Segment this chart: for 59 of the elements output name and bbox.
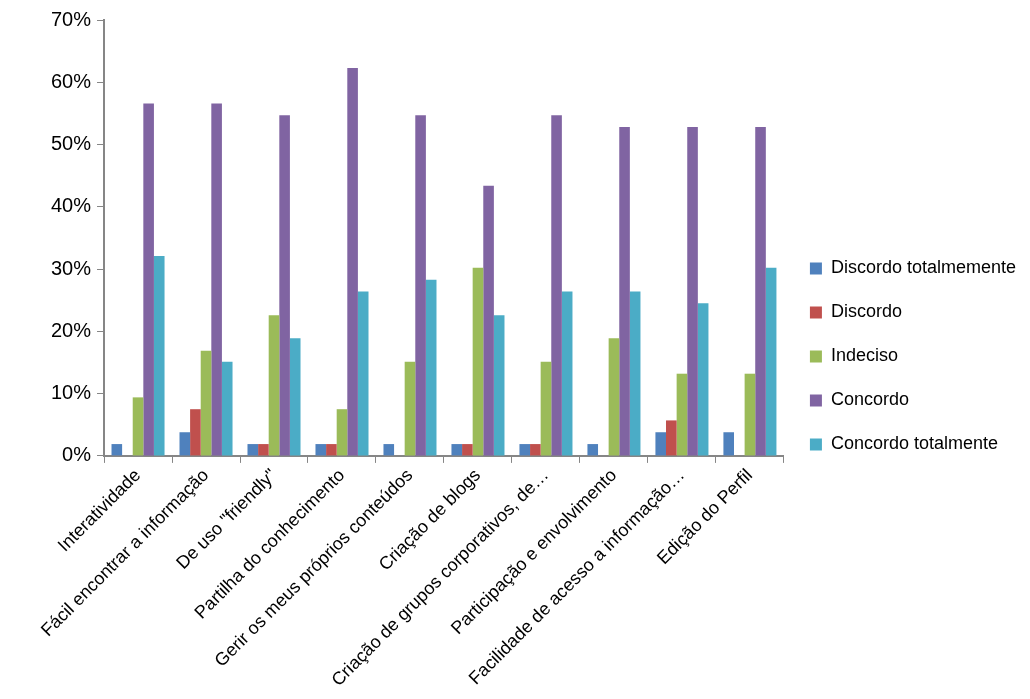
y-tick-label: 60% <box>51 69 92 92</box>
y-tick-label: 20% <box>51 318 92 341</box>
bar <box>247 444 259 456</box>
bar <box>687 127 698 456</box>
bar <box>530 444 541 456</box>
bar <box>211 103 222 456</box>
y-tick-label: 70% <box>51 7 92 30</box>
bar <box>540 361 552 456</box>
legend-label: Concordo totalmente <box>830 433 999 454</box>
bar <box>462 444 473 456</box>
bar <box>723 432 735 456</box>
legend-label: Discordo totalmemente <box>830 257 1017 278</box>
y-tick-label: 50% <box>51 132 92 155</box>
bar <box>551 115 562 456</box>
bar <box>190 409 201 456</box>
bar <box>561 291 573 456</box>
bar <box>111 444 123 456</box>
bar <box>315 444 327 456</box>
bar <box>179 432 191 456</box>
bar <box>472 267 484 456</box>
bar <box>697 303 709 456</box>
bar <box>765 267 777 456</box>
bar <box>357 291 369 456</box>
bar <box>289 338 301 456</box>
bar <box>493 315 505 456</box>
bar <box>619 127 630 456</box>
bar <box>451 444 463 456</box>
bar <box>132 397 144 456</box>
bar <box>629 291 641 456</box>
legend-label: Indeciso <box>830 345 898 366</box>
bar <box>425 279 437 456</box>
bar <box>221 361 233 456</box>
bar <box>279 115 290 456</box>
y-tick-label: 40% <box>51 194 92 217</box>
bar <box>143 103 154 456</box>
bar <box>383 444 395 456</box>
legend-label: Concordo <box>830 389 909 410</box>
bar <box>347 67 358 456</box>
bar <box>755 127 766 456</box>
bar <box>258 444 269 456</box>
y-tick-label: 30% <box>51 256 92 279</box>
legend-label: Discordo <box>830 301 902 322</box>
bar <box>326 444 337 456</box>
bar <box>415 115 426 456</box>
bar <box>336 409 348 456</box>
y-tick-label: 0% <box>62 443 92 466</box>
y-tick-label: 10% <box>51 381 92 404</box>
bar <box>666 420 677 456</box>
bar <box>655 432 667 456</box>
bar <box>404 361 416 456</box>
bar <box>608 338 620 456</box>
bar <box>153 256 165 456</box>
bar <box>744 373 756 456</box>
bar <box>483 185 494 456</box>
bar <box>587 444 599 456</box>
bar <box>519 444 531 456</box>
bar <box>268 315 280 456</box>
bar <box>200 350 212 456</box>
bar <box>676 373 688 456</box>
